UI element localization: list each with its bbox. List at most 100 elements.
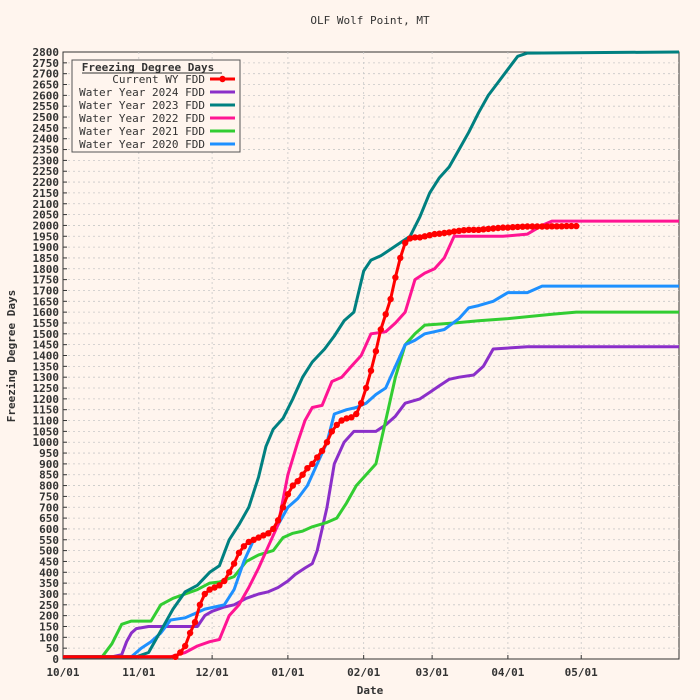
series-water-year-2021-fdd: [63, 310, 679, 659]
x-axis-label: Date: [357, 684, 384, 697]
x-tick-label: 05/01: [565, 666, 598, 679]
y-tick-label: 2100: [33, 198, 60, 211]
y-tick-label: 800: [39, 480, 59, 493]
x-tick-label: 03/01: [416, 666, 449, 679]
x-tick-label: 10/01: [46, 666, 79, 679]
data-point: [529, 223, 536, 230]
data-point: [411, 234, 419, 241]
data-point: [348, 414, 355, 421]
data-point: [318, 447, 326, 455]
y-tick-label: 400: [39, 566, 59, 579]
y-tick-label: 1250: [33, 382, 60, 395]
data-point: [406, 235, 414, 242]
legend-title: Freezing Degree Days: [82, 61, 214, 74]
y-tick-label: 2500: [33, 111, 60, 124]
legend-entry-label: Water Year 2020 FDD: [79, 138, 205, 151]
data-point: [255, 534, 262, 541]
data-point: [211, 584, 218, 591]
data-point: [563, 222, 570, 230]
legend-entry-label: Water Year 2021 FDD: [79, 125, 205, 138]
data-point: [548, 223, 556, 230]
series-line-water-year-2024-fdd: [63, 345, 679, 659]
data-point: [172, 653, 179, 660]
x-tick-label: 04/01: [491, 666, 524, 679]
data-point: [431, 230, 438, 238]
y-tick-label: 1850: [33, 252, 60, 265]
data-point: [573, 222, 580, 230]
y-tick-label: 1750: [33, 274, 60, 287]
data-point: [240, 543, 248, 550]
data-point: [177, 649, 184, 656]
data-point: [221, 577, 228, 585]
data-point: [397, 254, 404, 262]
y-tick-label: 2400: [33, 133, 60, 146]
grid-lines: [62, 51, 679, 660]
y-tick-label: 600: [39, 523, 59, 536]
data-point: [455, 227, 463, 234]
y-tick-label: 2550: [33, 100, 60, 113]
data-point: [499, 224, 507, 231]
y-tick-label: 650: [39, 512, 59, 525]
data-point: [333, 421, 340, 429]
y-tick-label: 1000: [33, 436, 60, 449]
y-tick-label: 1200: [33, 393, 60, 406]
data-point: [284, 491, 292, 498]
y-tick-label: 1600: [33, 306, 60, 319]
data-point: [416, 234, 424, 241]
data-point: [182, 642, 189, 650]
y-tick-label: 2000: [33, 219, 60, 232]
data-point: [509, 224, 516, 231]
data-point: [514, 223, 521, 231]
y-tick-label: 100: [39, 631, 59, 644]
data-point: [553, 223, 560, 230]
series-water-year-2022-fdd: [63, 219, 679, 659]
data-point: [245, 538, 252, 546]
y-tick-label: 50: [46, 642, 59, 655]
data-point: [294, 478, 301, 485]
data-point: [196, 601, 204, 608]
data-point: [328, 428, 336, 435]
y-tick-label: 2200: [33, 176, 60, 189]
x-tick-label: 12/01: [196, 666, 229, 679]
y-tick-label: 2350: [33, 144, 60, 157]
data-point: [524, 223, 531, 230]
y-tick-label: 1050: [33, 425, 60, 438]
data-point: [450, 228, 458, 235]
y-tick-label: 2750: [33, 57, 60, 70]
y-tick-label: 2800: [33, 46, 60, 59]
y-tick-label: 2300: [33, 154, 60, 167]
data-point: [392, 274, 399, 281]
y-tick-label: 2250: [33, 165, 60, 178]
data-point: [421, 233, 428, 240]
data-point: [226, 569, 233, 576]
y-tick-label: 1650: [33, 295, 60, 308]
data-point: [299, 471, 306, 478]
data-point: [538, 223, 546, 230]
y-tick-label: 450: [39, 555, 59, 568]
data-point: [289, 482, 296, 489]
data-point: [362, 384, 370, 392]
series-water-year-2023-fdd: [63, 50, 680, 659]
y-axis-label: Freezing Degree Days: [5, 290, 18, 422]
data-point: [558, 223, 565, 230]
y-tick-label: 1400: [33, 350, 60, 363]
y-tick-label: 1500: [33, 328, 60, 341]
data-point: [309, 460, 316, 468]
y-tick-label: 1350: [33, 360, 60, 373]
y-tick-label: 550: [39, 534, 59, 547]
data-point: [436, 230, 443, 237]
y-tick-label: 2650: [33, 79, 60, 92]
y-tick-label: 250: [39, 599, 59, 612]
data-point: [460, 227, 468, 234]
y-tick-label: 0: [52, 653, 59, 666]
series-current-wy-fdd: [63, 222, 580, 660]
data-point: [191, 618, 199, 626]
y-tick-label: 700: [39, 501, 59, 514]
y-tick-label: 1800: [33, 263, 60, 276]
data-point: [494, 224, 502, 232]
data-point: [490, 225, 497, 232]
data-point: [485, 225, 492, 233]
y-tick-label: 1100: [33, 415, 60, 428]
data-point: [343, 415, 350, 422]
